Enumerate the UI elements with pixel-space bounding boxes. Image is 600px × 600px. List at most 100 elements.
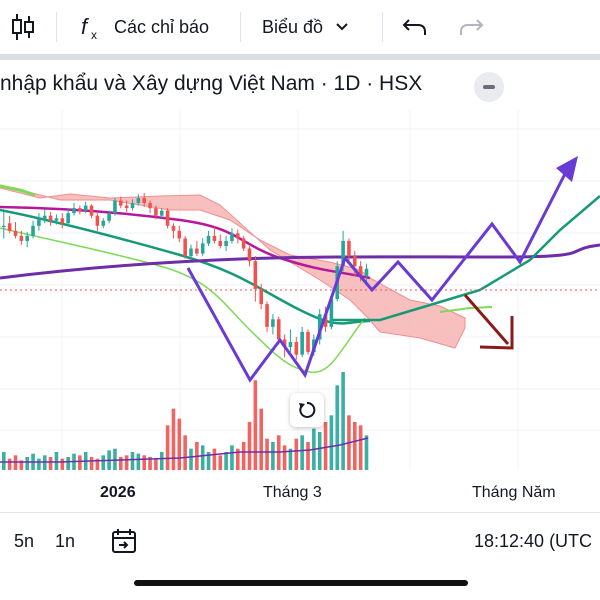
candle-body [7,223,12,231]
candle-body [358,266,363,277]
undo-button[interactable] [402,0,428,54]
drawn-decline-wave [186,257,347,383]
svg-text:f: f [81,14,90,39]
candle-body [212,235,217,241]
fx-icon: f x [81,14,97,42]
reset-chart-button[interactable] [290,393,324,427]
chart-type-button[interactable]: Biểu đồ [262,0,351,54]
volume-bar [253,380,258,470]
volume-bar [37,458,41,470]
bear-arrow-head [479,316,514,350]
volume-bar [294,438,299,470]
candle-body [119,200,123,206]
collapse-legend-button[interactable] [474,72,504,102]
candle-body [276,319,281,340]
volume-bar [206,452,211,470]
cloud-green-edge [0,184,36,197]
candlestick-icon[interactable] [10,0,40,54]
drawn-bull-scenario [343,163,572,303]
candle-body [171,225,176,231]
candle-body [136,198,141,204]
candle-body [347,240,351,257]
x-axis-label: 2026 [100,484,136,501]
volume-bar [130,452,135,470]
volume-bar [142,455,146,470]
volume-bar [259,408,263,470]
candle-body [218,240,223,246]
candle-body [300,331,304,355]
volume-bar [136,453,141,470]
candle-body [323,314,328,327]
candle-body [83,205,88,211]
volume-bar [335,385,340,470]
range-1d-button[interactable]: 1n [55,531,76,551]
ma-lime-projection [439,306,493,313]
volume-bar [171,408,176,470]
candle-body [195,248,199,254]
volume-bar [113,448,117,470]
candle-body [13,230,18,236]
candle-body [294,342,299,355]
bull-arrow-head [556,156,578,182]
volume-bar [78,455,82,470]
volume-bar [218,455,223,470]
candle-body [89,205,94,216]
goto-date-button[interactable] [110,527,138,560]
indicators-button[interactable]: f x Các chỉ báo [78,0,209,54]
volume-bar [241,442,246,470]
ma-lime-line [0,227,366,374]
candle-body [78,208,82,211]
candle-body [37,219,41,226]
candle-body [265,304,269,327]
volume-bar [212,448,217,470]
toolbar-shadow [0,54,600,60]
candle-body [282,339,287,348]
svg-text:x: x [91,28,97,42]
candle-body [230,233,234,241]
minus-icon [483,85,495,89]
candle-body [288,342,293,348]
ichimoku-cloud [0,184,466,349]
volume-bar [306,442,310,470]
candle-body [113,200,117,214]
volume-bar [148,457,152,470]
candle-body [247,248,252,262]
volume-bar [159,452,164,470]
volume-bar [183,435,187,470]
volume-bar [300,435,304,470]
candle-body [183,238,187,257]
bottom-toolbar: 5n 1n 18:12:40 (UTC [0,512,600,573]
candle-body [165,210,170,226]
drawn-bear-scenario [463,294,510,345]
volume-bar [224,452,228,470]
volume-bar [271,442,275,470]
candle-body [130,203,135,209]
candle-body [189,248,193,257]
volume-bar [119,457,123,470]
candle-body [124,205,129,209]
candle-body [259,288,263,305]
candle-body [48,215,53,221]
candle-body [306,331,310,353]
range-5d-button[interactable]: 5n [14,531,35,551]
volume-bar [19,460,24,470]
toolbar-divider [240,12,241,42]
volume-bar [189,448,193,470]
price-chart[interactable] [0,0,600,470]
candle-body [142,198,146,204]
candle-body [42,215,47,220]
candle-body [364,268,369,277]
volume-bar [154,458,158,470]
volume-bar [341,372,345,470]
candle-body [2,225,6,227]
x-axis-label: Tháng Năm [472,484,556,501]
volume-bar [236,448,240,470]
candle-body [31,225,35,236]
volume-bar [364,435,369,470]
volume-bar [230,445,234,470]
candle-body [159,210,164,216]
volume-bar [101,455,106,470]
home-indicator [134,580,468,586]
redo-button[interactable] [458,0,484,54]
volume-bar [25,457,29,470]
